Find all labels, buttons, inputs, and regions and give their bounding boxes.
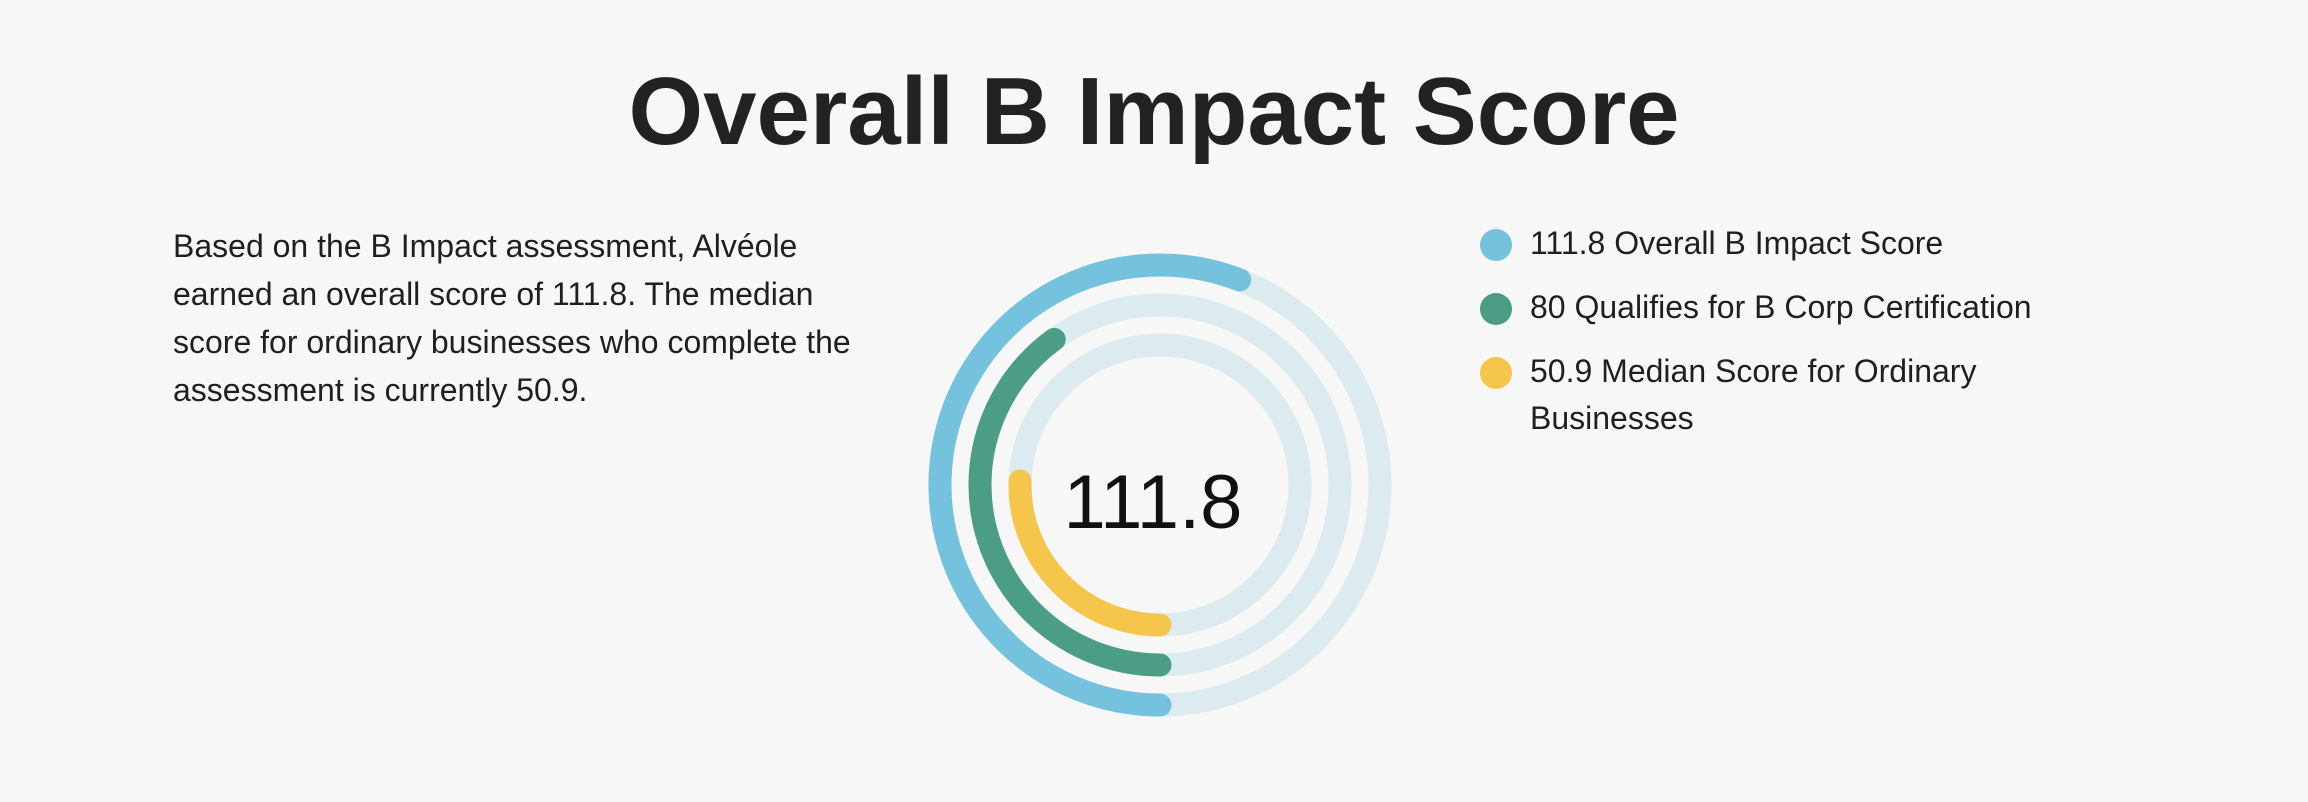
- score-description: Based on the B Impact assessment, Alvéol…: [173, 228, 851, 408]
- page-title: Overall B Impact Score: [628, 58, 1680, 165]
- legend-dot-b-corp-qualification: [1480, 293, 1512, 325]
- legend-label-overall-score: 111.8 Overall B Impact Score: [1530, 225, 1944, 261]
- radial-score-chart: 111.8: [900, 240, 1420, 760]
- legend-dot-overall-score: [1480, 229, 1512, 261]
- legend-item-median-score: 50.9 Median Score for Ordinary Businesse…: [1480, 348, 2120, 442]
- chart-legend: 111.8 Overall B Impact Score 80 Qualifie…: [1480, 220, 2120, 459]
- legend-label-b-corp-qualification: 80 Qualifies for B Corp Certification: [1530, 289, 2032, 325]
- ring-arc-median-score: [1008, 469, 1172, 637]
- ring-arc-overall-score: [928, 253, 1252, 717]
- center-score-value: 111.8: [1064, 460, 1243, 545]
- ring-arc-b-corp-qualification: [968, 327, 1172, 677]
- chart-rings: [928, 253, 1392, 717]
- radial-chart-svg: 111.8: [928, 253, 1392, 717]
- legend-item-overall-score: 111.8 Overall B Impact Score: [1480, 220, 2120, 267]
- legend-dot-median-score: [1480, 357, 1512, 389]
- legend-item-b-corp-qualification: 80 Qualifies for B Corp Certification: [1480, 284, 2120, 331]
- legend-label-median-score: 50.9 Median Score for Ordinary Businesse…: [1530, 353, 1977, 436]
